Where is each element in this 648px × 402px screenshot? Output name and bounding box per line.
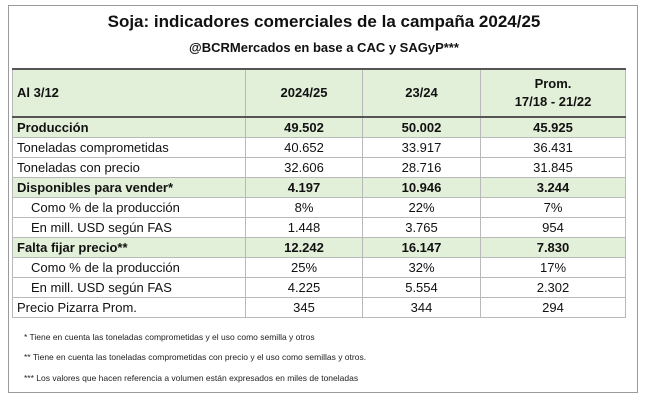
cell: 3.765: [362, 217, 481, 238]
column-header: 2024/25: [245, 68, 363, 118]
cell: 45.925: [480, 116, 626, 138]
table-row: En mill. USD según FAS 4.225 5.554 2.302: [12, 277, 626, 298]
cell: 10.946: [362, 177, 481, 198]
row-label: Disponibles para vender*: [12, 177, 246, 198]
column-header: Prom. 17/18 - 21/22: [480, 68, 626, 118]
frame: [8, 5, 638, 393]
column-header: Al 3/12: [12, 68, 246, 118]
cell: 1.448: [245, 217, 363, 238]
cell: 16.147: [362, 237, 481, 258]
table-row: Disponibles para vender* 4.197 10.946 3.244: [12, 177, 626, 198]
cell: 40.652: [245, 137, 363, 158]
row-label: En mill. USD según FAS: [12, 217, 246, 238]
table-row: Como % de la producción 25% 32% 17%: [12, 257, 626, 278]
cell: 5.554: [362, 277, 481, 298]
cell: 32.606: [245, 157, 363, 178]
cell: 17%: [480, 257, 626, 278]
table-row: Producción 49.502 50.002 45.925: [12, 116, 626, 138]
header-line: Prom.: [534, 76, 572, 91]
table-row: Toneladas con precio 32.606 28.716 31.845: [12, 157, 626, 178]
cell: 31.845: [480, 157, 626, 178]
row-label: Producción: [12, 116, 246, 138]
row-label: Toneladas con precio: [12, 157, 246, 178]
cell: 4.225: [245, 277, 363, 298]
row-label: En mill. USD según FAS: [12, 277, 246, 298]
row-label: Como % de la producción: [12, 197, 246, 218]
footnote: * Tiene en cuenta las toneladas comprome…: [24, 332, 315, 342]
title: Soja: indicadores comerciales de la camp…: [107, 12, 541, 31]
table-row: Falta fijar precio** 12.242 16.147 7.830: [12, 237, 626, 258]
header-row: Al 3/12 2024/25 23/24 Prom. 17/18 - 21/22: [12, 68, 626, 118]
cell: 7.830: [480, 237, 626, 258]
table-row: En mill. USD según FAS 1.448 3.765 954: [12, 217, 626, 238]
cell: 33.917: [362, 137, 481, 158]
cell: 4.197: [245, 177, 363, 198]
cell: 3.244: [480, 177, 626, 198]
cell: 32%: [362, 257, 481, 278]
table-row: Como % de la producción 8% 22% 7%: [12, 197, 626, 218]
cell: 50.002: [362, 116, 481, 138]
cell: 25%: [245, 257, 363, 278]
row-label: Toneladas comprometidas: [12, 137, 246, 158]
cell: 954: [480, 217, 626, 238]
cell: 344: [362, 297, 481, 318]
cell: 36.431: [480, 137, 626, 158]
column-header: 23/24: [362, 68, 481, 118]
table: Al 3/12 2024/25 23/24 Prom. 17/18 - 21/22…: [12, 68, 626, 318]
row-label: Precio Pizarra Prom.: [12, 297, 246, 318]
footnote: ** Tiene en cuenta las toneladas comprom…: [24, 352, 367, 362]
subtitle: @BCRMercados en base a CAC y SAGyP***: [189, 40, 459, 55]
row-label: Falta fijar precio**: [12, 237, 246, 258]
cell: 22%: [362, 197, 481, 218]
cell: 2.302: [480, 277, 626, 298]
header-line: 17/18 - 21/22: [514, 94, 592, 109]
cell: 12.242: [245, 237, 363, 258]
cell: 7%: [480, 197, 626, 218]
cell: 49.502: [245, 116, 363, 138]
table-row: Toneladas comprometidas 40.652 33.917 36.43…: [12, 137, 626, 158]
cell: 28.716: [362, 157, 481, 178]
cell: 345: [245, 297, 363, 318]
row-label: Como % de la producción: [12, 257, 246, 278]
table-row: Precio Pizarra Prom. 345 344 294: [12, 297, 626, 318]
footnote: *** Los valores que hacen referencia a v…: [24, 373, 359, 383]
cell: 8%: [245, 197, 363, 218]
cell: 294: [480, 297, 626, 318]
